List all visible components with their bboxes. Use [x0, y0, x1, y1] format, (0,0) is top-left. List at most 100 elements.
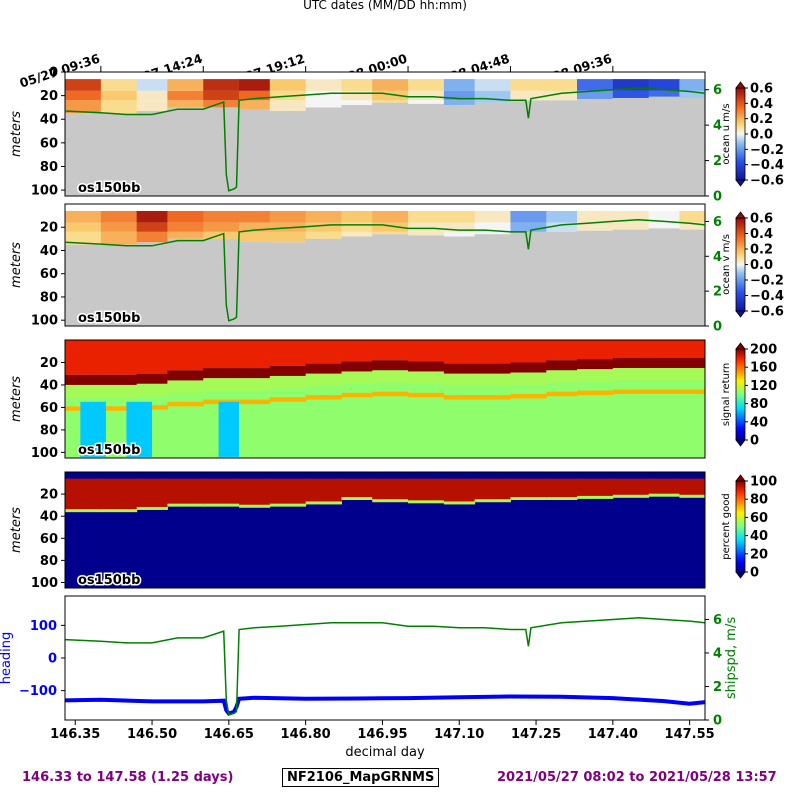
panel-1-nodata-14 — [546, 231, 578, 326]
panel-1-frame — [64, 203, 706, 327]
panel-3-colorbar — [735, 480, 746, 573]
panel-3-edge-1 — [100, 509, 138, 513]
panel-0-nodata-8 — [341, 105, 373, 196]
panel-0-cell-1-15 — [577, 90, 614, 100]
panel-3-edge-3 — [167, 503, 204, 507]
panel-0-colorbar-top-cap — [735, 81, 746, 89]
panel-3-good-11 — [443, 478, 476, 503]
panel-1-colorbar-tick-label-0: 0.6 — [750, 212, 773, 227]
panel-0-ytick-label-4: 80 — [40, 160, 58, 175]
panel-2-colorbar — [735, 348, 746, 441]
panel-2-colorbar-tick-label-4: 40 — [750, 415, 768, 430]
panel-1-colorbar-tick-label-5: −0.4 — [750, 289, 784, 304]
panel-2-ytick-label-0: 20 — [40, 356, 58, 371]
panel-0-colorbar-bottom-cap — [735, 179, 746, 187]
panel-0-colorbar-tick-label-4: −0.2 — [750, 143, 784, 158]
panel-3-instrument-label: os150bb — [78, 573, 140, 588]
panel-0-nodata-17 — [648, 96, 680, 196]
panel-2-subband-9 — [372, 370, 409, 383]
panel-1-cell-0-18 — [679, 210, 706, 223]
x-axis-label: decimal day — [345, 745, 425, 760]
panel-2-band-12 — [474, 363, 511, 374]
panel-1-cell-0-7 — [305, 210, 342, 223]
panel-2-band-7 — [305, 363, 342, 374]
panel-0-ytick-label-2: 40 — [40, 113, 58, 128]
panel-2-band-9 — [372, 360, 409, 371]
panel-1-nodata-10 — [408, 235, 445, 326]
panel-1-nodata-5 — [239, 241, 271, 326]
panel-1-cell-2-7 — [305, 231, 342, 239]
panel-0-nodata-5 — [239, 109, 271, 196]
panel-3-colorbar-tick-label-4: 20 — [750, 547, 768, 562]
panel-2-subband-6 — [269, 375, 307, 389]
panel-2-surface-3 — [167, 340, 204, 371]
panel-3-good-16 — [612, 478, 650, 497]
panel-3-good-2 — [136, 478, 168, 509]
panel-1-colorbar-label: ocean v m/s — [721, 234, 732, 295]
panel-1-right-tick-label-3: 6 — [713, 215, 722, 230]
panel-2-subband-11 — [443, 373, 476, 387]
panel-1-nodata-2 — [136, 242, 168, 326]
x-axis-tick-label-3: 146.80 — [281, 727, 331, 742]
panel-2-subband-13 — [510, 372, 547, 385]
panel-1-cell-0-11 — [443, 210, 476, 223]
panel-1-cell-1-9 — [372, 222, 409, 232]
panel-0-cell-0-1 — [100, 79, 138, 91]
panel-2-echo-9 — [372, 391, 409, 397]
panel-1-cell-2-6 — [269, 231, 307, 243]
panel-2-band-18 — [679, 357, 706, 369]
panel-0-nodata-10 — [408, 103, 445, 196]
panel-1-cell-1-7 — [305, 222, 342, 232]
panel-3-edge-17 — [648, 493, 680, 497]
panel-2-echo-16 — [612, 389, 650, 394]
panel-0-cell-2-6 — [269, 100, 307, 111]
panel-0-nodata-16 — [612, 97, 650, 196]
panel-2-ytick-label-3: 80 — [40, 423, 58, 438]
panel-1-nodata-9 — [372, 234, 409, 326]
panel-3-edge-8 — [341, 497, 373, 501]
panel-0-colorbar — [735, 87, 746, 181]
panel-2-band-16 — [612, 357, 650, 369]
panel-3-good-4 — [203, 478, 240, 506]
panel-1-colorbar-top-cap — [735, 211, 746, 219]
panel-1-ytick-label-0: 20 — [40, 221, 58, 236]
panel-3-good-5 — [239, 478, 271, 507]
panel-1-cell-1-14 — [546, 222, 578, 232]
footer-date-range: 2021/05/27 08:02 to 2021/05/28 13:57 — [497, 770, 777, 785]
panel-2-surface-0 — [65, 340, 102, 375]
panel-2-echo-12 — [474, 395, 511, 400]
panel-0-cell-0-3 — [167, 79, 204, 91]
panel-3-ylabel: meters — [9, 507, 24, 553]
panel-2-subband-1 — [100, 384, 138, 398]
panel-0-colorbar-tick-label-5: −0.4 — [750, 158, 784, 173]
panel-1-instrument-label: os150bb — [78, 311, 140, 326]
panel-2-surface-1 — [100, 340, 138, 375]
panel-0-nodata-14 — [546, 100, 578, 196]
panel-2-surface-5 — [239, 340, 271, 369]
panel-2-colorbar-tick-label-3: 80 — [750, 397, 768, 412]
panel-1-cell-2-5 — [239, 231, 271, 242]
panel-2-surface-2 — [136, 340, 168, 374]
panel-1-cell-0-0 — [65, 210, 102, 223]
panel-0-nodata-2 — [136, 110, 168, 196]
panel-0-nodata-7 — [305, 107, 342, 196]
panel-1-nodata-12 — [474, 234, 511, 326]
panel-3-good-13 — [510, 478, 547, 499]
top-axis-label: UTC dates (MM/DD hh:mm) — [303, 0, 467, 12]
panel-1-nodata-0 — [65, 244, 102, 326]
panel-0-shipspd-line — [64, 87, 706, 192]
panel-2-band-11 — [443, 363, 476, 374]
panel-1-colorbar-bottom-cap — [735, 310, 746, 318]
panel-2-echo-18 — [679, 389, 706, 394]
panel-3-edge-9 — [372, 499, 409, 503]
panel-2-band-0 — [65, 374, 102, 385]
panel-1-cell-0-1 — [100, 210, 138, 223]
panel-0-cell-1-1 — [100, 90, 138, 101]
panel-0-cell-2-9 — [372, 100, 409, 103]
panel-3-good-9 — [372, 478, 409, 501]
panel-2-surface-11 — [443, 340, 476, 364]
panel-4-left-tick-label-1: 0 — [48, 652, 57, 667]
panel-1-cell-2-2 — [136, 231, 168, 243]
panel-3-edge-0 — [65, 509, 102, 513]
